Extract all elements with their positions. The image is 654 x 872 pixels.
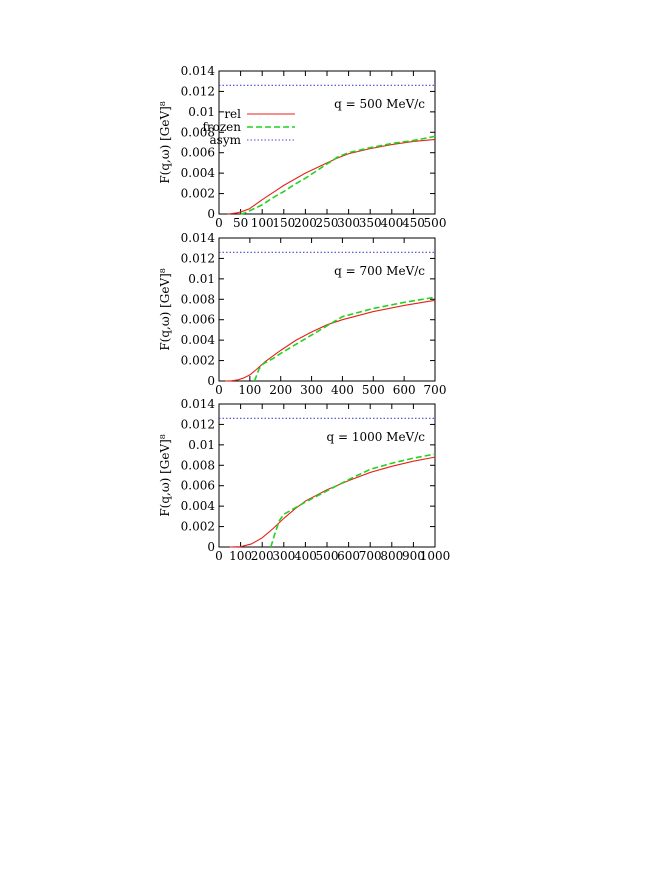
x-tick-label: 300 [300,383,323,397]
series-line-frozen [240,135,436,215]
x-tick-label: 100 [251,216,274,230]
x-tick-label: 400 [331,383,354,397]
x-tick-label: 1000 [420,549,451,563]
x-tick-label: 250 [316,216,339,230]
y-tick-label: 0.01 [188,438,215,452]
x-tick-label: 800 [380,549,403,563]
y-tick-label: 0.012 [181,417,215,431]
x-tick-label: 100 [229,549,252,563]
x-tick-label: 300 [272,549,295,563]
x-tick-label: 100 [238,383,261,397]
y-tick-label: 0.004 [181,166,216,180]
chart-panel-3: 0 0.002 0.004 0.006 0.008 0.01 0.012 0.014 0 1002… [158,397,450,563]
y-tick-label: 0.012 [181,251,215,265]
y-tick-label: 0.012 [181,84,215,98]
x-tick-label: 900 [402,549,425,563]
y-tick-label: 0.01 [188,272,215,286]
y-tick-label: 0.002 [181,354,215,368]
x-tick-label: 200 [269,383,292,397]
y-tick-label: 0.008 [181,458,215,472]
y-tick-label: 0.01 [188,105,215,119]
legend-label-rel: rel [224,107,241,121]
y-tick-label: 0.014 [181,397,216,411]
plot-frame [218,403,436,548]
x-tick-label: 300 [337,216,360,230]
y-tick-label: 0.006 [181,146,215,160]
series-line-rel [229,456,436,548]
x-tick-label: 350 [359,216,382,230]
plot-frame [218,237,436,382]
y-axis-label: F(q,ω) [GeV]⁸ [158,101,172,184]
legend-label-frozen: frozen [202,120,241,134]
x-tick-label: 700 [424,383,447,397]
series-line-frozen [253,296,436,382]
x-tick-label: 500 [362,383,385,397]
x-tick-label: 600 [393,383,416,397]
series-line-frozen [270,453,436,548]
series-line-rel [227,138,436,215]
chart-panel-2: 0 0.002 0.004 0.006 0.008 0.01 0.012 0.014 0 100 2… [158,231,446,397]
series-line-rel [225,299,436,382]
y-tick-label: 0 [207,540,215,554]
x-tick-label: 700 [359,549,382,563]
legend-label-asym: asym [210,133,242,147]
x-tick-label: 200 [251,549,274,563]
x-tick-label: 500 [424,216,447,230]
x-tick-label: 400 [380,216,403,230]
y-tick-label: 0.002 [181,187,215,201]
y-tick-label: 0.006 [181,313,215,327]
y-tick-label: 0 [207,207,215,221]
x-tick-label: 400 [294,549,317,563]
x-tick-label: 500 [316,549,339,563]
y-tick-label: 0.014 [181,64,216,78]
x-tick-label: 50 [233,216,248,230]
y-tick-label: 0.014 [181,231,216,245]
y-axis-label: F(q,ω) [GeV]⁸ [158,268,172,351]
x-tick-label: 0 [215,383,223,397]
y-tick-label: 0.006 [181,479,215,493]
q-annotation: q = 700 MeV/c [334,264,425,278]
x-tick-label: 0 [215,216,223,230]
q-annotation: q = 1000 MeV/c [326,430,425,444]
y-tick-label: 0.004 [181,499,216,513]
y-tick-label: 0.002 [181,520,215,534]
y-tick-label: 0.008 [181,292,215,306]
chart-panel-1: 0 0.002 0.004 0.006 0.008 0.01 0.012 0.014 0 50 10… [158,64,446,230]
q-annotation: q = 500 MeV/c [334,97,425,111]
x-tick-label: 200 [294,216,317,230]
y-axis-label: F(q,ω) [GeV]⁸ [158,434,172,517]
x-tick-label: 0 [215,549,223,563]
y-tick-label: 0 [207,374,215,388]
x-tick-label: 600 [337,549,360,563]
x-tick-label: 150 [272,216,295,230]
y-tick-label: 0.004 [181,333,216,347]
x-tick-label: 450 [402,216,425,230]
y-tick-label: 0.008 [181,125,215,139]
